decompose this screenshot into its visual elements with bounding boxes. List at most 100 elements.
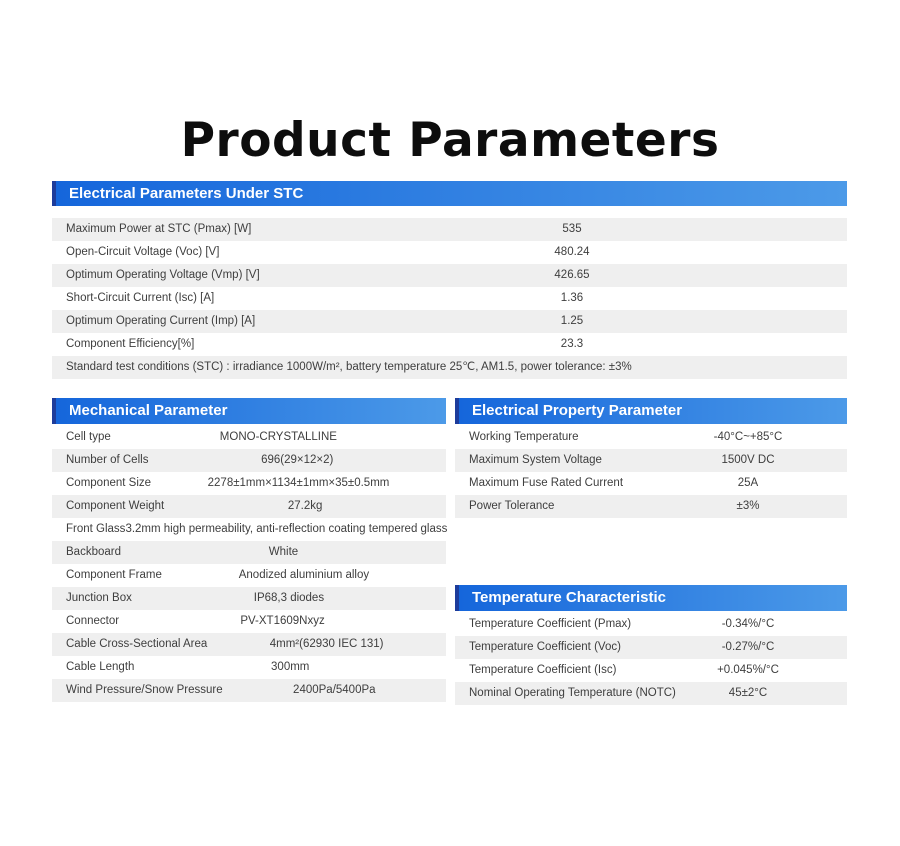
table-row: Backboard White	[52, 541, 446, 564]
row-value: IP68,3 diodes	[253, 592, 325, 604]
electrical-property-section-header-label: Electrical Property Parameter	[472, 402, 683, 419]
stc-test-conditions-note: Standard test conditions (STC) : irradia…	[52, 356, 847, 379]
row-value: -0.34%/°C	[721, 618, 775, 630]
table-row: Cable Length 300mm	[52, 656, 446, 679]
table-row: Wind Pressure/Snow Pressure 2400Pa/5400Pa	[52, 679, 446, 702]
row-value: -0.27%/°C	[721, 641, 775, 653]
row-label: Working Temperature	[469, 431, 579, 443]
table-row: Component Weight 27.2kg	[52, 495, 446, 518]
table-row: Junction Box IP68,3 diodes	[52, 587, 446, 610]
table-row: Cell type MONO-CRYSTALLINE	[52, 426, 446, 449]
row-label: Cable Cross-Sectional Area	[66, 638, 208, 650]
stc-section: Electrical Parameters Under STC Maximum …	[52, 181, 847, 379]
row-label: Component Frame	[66, 569, 162, 581]
row-label: Cell type	[66, 431, 111, 443]
row-label: Component Weight	[66, 500, 165, 512]
row-label: Component Size	[66, 477, 152, 489]
bottom-columns: Mechanical Parameter Cell type MONO-CRYST…	[52, 398, 847, 705]
mechanical-section: Mechanical Parameter Cell type MONO-CRYST…	[52, 398, 448, 702]
row-label: Backboard	[66, 546, 121, 558]
table-row: Number of Cells 696(29×12×2)	[52, 449, 446, 472]
row-value: White	[268, 546, 299, 558]
row-label: Wind Pressure/Snow Pressure	[66, 684, 223, 696]
table-row: Open-Circuit Voltage (Voc) [V] 480.24	[52, 241, 847, 264]
table-row: Temperature Coefficient (Isc) +0.045%/°C	[455, 659, 847, 682]
row-value: 45±2°C	[728, 687, 768, 699]
row-value: 3.2mm high permeability, anti-reflection…	[125, 523, 448, 535]
table-row: Short-Circuit Current (Isc) [A] 1.36	[52, 287, 847, 310]
row-label: Connector	[66, 615, 120, 627]
row-value: 27.2kg	[287, 500, 323, 512]
stc-section-header: Electrical Parameters Under STC	[52, 181, 847, 206]
row-label: Nominal Operating Temperature (NOTC)	[469, 687, 676, 699]
row-label: Open-Circuit Voltage (Voc) [V]	[66, 246, 220, 258]
row-value: 535	[562, 223, 582, 235]
table-row: Cable Cross-Sectional Area 4mm²(62930 IEC…	[52, 633, 446, 656]
table-row: Maximum Power at STC (Pmax) [W] 535	[52, 218, 847, 241]
row-value: 2400Pa/5400Pa	[293, 684, 376, 696]
row-value: 300mm	[271, 661, 310, 673]
table-row: Maximum System Voltage 1500V DC	[455, 449, 847, 472]
table-row: Working Temperature -40°C~+85°C	[455, 426, 847, 449]
table-row: Front Glass 3.2mm high permeability, anti…	[52, 518, 448, 541]
table-row: Component Frame Anodized aluminium alloy	[52, 564, 446, 587]
row-label: Temperature Coefficient (Pmax)	[469, 618, 632, 630]
row-label: Maximum Power at STC (Pmax) [W]	[66, 223, 252, 235]
row-value: 426.65	[554, 269, 590, 281]
row-value: 1.25	[560, 315, 584, 327]
row-label: Maximum System Voltage	[469, 454, 602, 466]
mechanical-section-header-label: Mechanical Parameter	[69, 402, 228, 419]
row-value: 2278±1mm×1134±1mm×35±0.5mm	[207, 477, 390, 489]
row-value: 4mm²(62930 IEC 131)	[269, 638, 384, 650]
electrical-property-section-header: Electrical Property Parameter	[455, 398, 847, 424]
row-label: Temperature Coefficient (Voc)	[469, 641, 621, 653]
table-row: Nominal Operating Temperature (NOTC) 45±2…	[455, 682, 847, 705]
row-label: Number of Cells	[66, 454, 149, 466]
table-row: Connector PV-XT1609Nxyz	[52, 610, 446, 633]
row-value: 1.36	[560, 292, 584, 304]
table-row: Optimum Operating Current (Imp) [A] 1.25	[52, 310, 847, 333]
temperature-section-header: Temperature Characteristic	[455, 585, 847, 611]
row-label: Front Glass	[66, 523, 126, 535]
electrical-property-table: Working Temperature -40°C~+85°C Maximum Sy…	[455, 426, 847, 518]
row-value: Anodized aluminium alloy	[238, 569, 370, 581]
row-value: -40°C~+85°C	[713, 431, 783, 443]
table-row: Power Tolerance ±3%	[455, 495, 847, 518]
row-value: PV-XT1609Nxyz	[240, 615, 325, 627]
row-label: Optimum Operating Voltage (Vmp) [V]	[66, 269, 260, 281]
row-value: 25A	[737, 477, 759, 489]
row-label: Short-Circuit Current (Isc) [A]	[66, 292, 215, 304]
temperature-section-header-label: Temperature Characteristic	[472, 589, 666, 606]
row-label: Component Efficiency[%]	[66, 338, 195, 350]
page-title: Product Parameters	[180, 113, 720, 169]
row-value: 1500V DC	[721, 454, 775, 466]
table-row: Component Size 2278±1mm×1134±1mm×35±0.5mm	[52, 472, 446, 495]
stc-section-header-label: Electrical Parameters Under STC	[69, 185, 304, 202]
table-row: Temperature Coefficient (Pmax) -0.34%/°C	[455, 613, 847, 636]
electrical-property-section: Electrical Property Parameter Working Te…	[455, 398, 847, 518]
table-row: Temperature Coefficient (Voc) -0.27%/°C	[455, 636, 847, 659]
left-column: Mechanical Parameter Cell type MONO-CRYST…	[52, 398, 448, 702]
mechanical-section-header: Mechanical Parameter	[52, 398, 446, 424]
row-label: Maximum Fuse Rated Current	[469, 477, 624, 489]
row-label: Power Tolerance	[469, 500, 555, 512]
mechanical-table: Cell type MONO-CRYSTALLINE Number of Cells…	[52, 426, 448, 702]
row-label: Cable Length	[66, 661, 135, 673]
row-value: 23.3	[560, 338, 584, 350]
temperature-table: Temperature Coefficient (Pmax) -0.34%/°C T…	[455, 613, 847, 705]
table-row: Component Efficiency[%] 23.3	[52, 333, 847, 356]
stc-table: Maximum Power at STC (Pmax) [W] 535 Open-C…	[52, 218, 847, 356]
right-column: Electrical Property Parameter Working Te…	[455, 398, 847, 705]
table-row: Optimum Operating Voltage (Vmp) [V] 426.6…	[52, 264, 847, 287]
table-row: Maximum Fuse Rated Current 25A	[455, 472, 847, 495]
row-label: Optimum Operating Current (Imp) [A]	[66, 315, 256, 327]
row-value: MONO-CRYSTALLINE	[219, 431, 337, 443]
temperature-section: Temperature Characteristic Temperature C…	[455, 585, 847, 705]
row-value: ±3%	[736, 500, 760, 512]
row-label: Temperature Coefficient (Isc)	[469, 664, 617, 676]
row-label: Junction Box	[66, 592, 132, 604]
row-value: +0.045%/°C	[717, 664, 779, 676]
row-value: 696(29×12×2)	[261, 454, 334, 466]
row-value: 480.24	[554, 246, 590, 258]
